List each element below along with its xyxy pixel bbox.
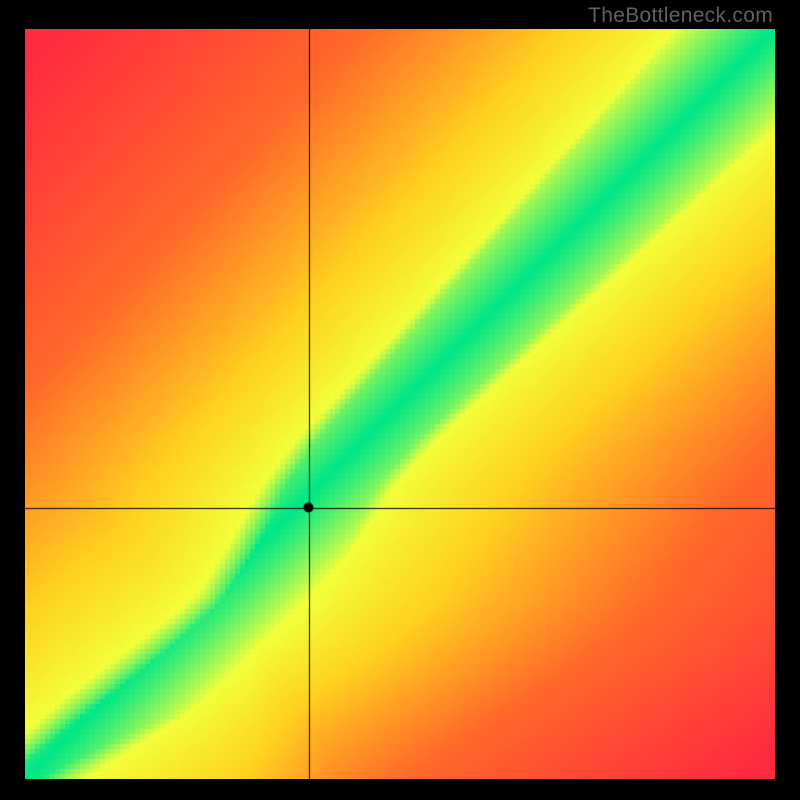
watermark-text: TheBottleneck.com bbox=[588, 4, 773, 28]
chart-container: TheBottleneck.com bbox=[0, 0, 800, 800]
bottleneck-heatmap bbox=[25, 29, 775, 779]
